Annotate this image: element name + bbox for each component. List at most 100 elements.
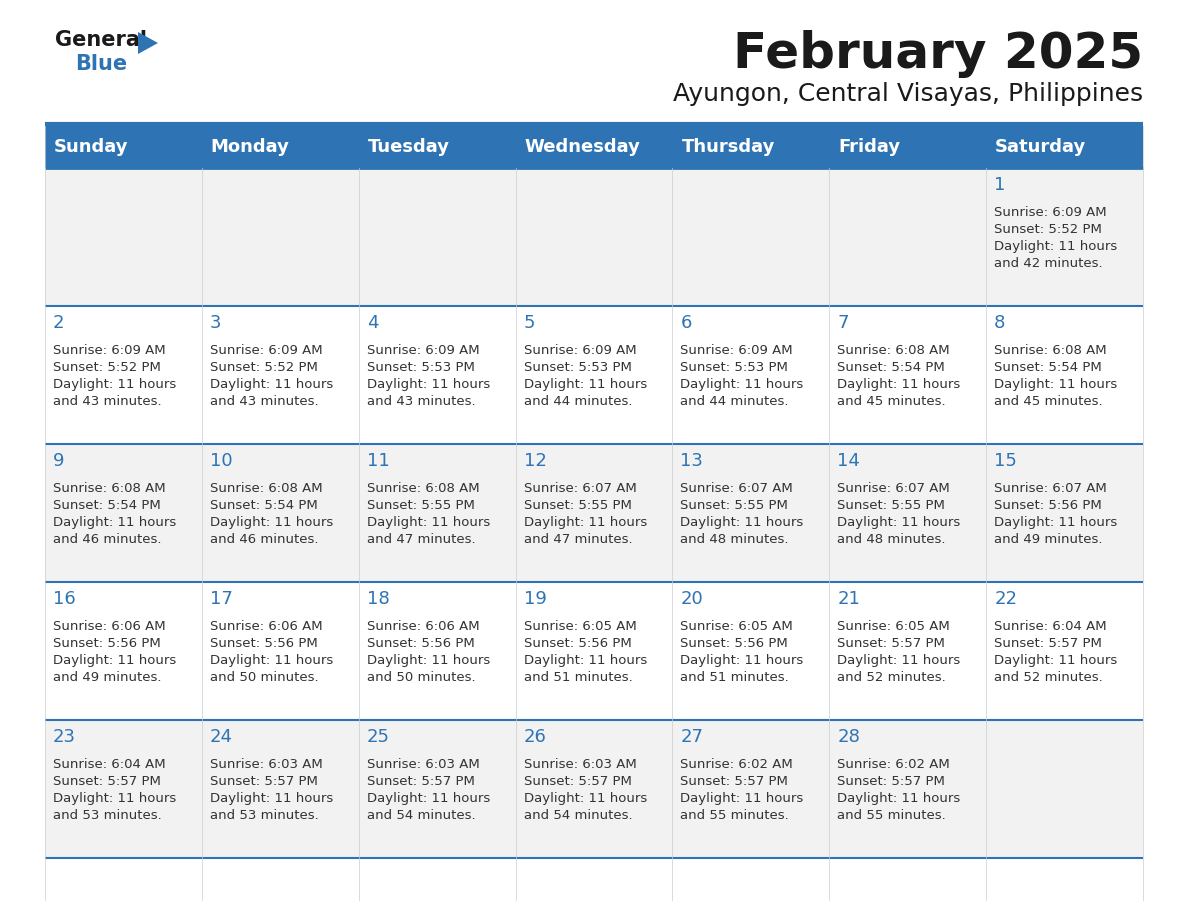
Bar — [202, 126, 359, 168]
Text: Sunrise: 6:03 AM: Sunrise: 6:03 AM — [367, 758, 480, 771]
Bar — [359, 306, 516, 444]
Text: Thursday: Thursday — [682, 138, 775, 156]
Text: and 53 minutes.: and 53 minutes. — [210, 809, 318, 822]
Text: Daylight: 11 hours: Daylight: 11 hours — [838, 654, 961, 667]
Text: Daylight: 11 hours: Daylight: 11 hours — [524, 792, 646, 805]
Text: 10: 10 — [210, 452, 233, 470]
Text: 24: 24 — [210, 728, 233, 746]
Text: Sunrise: 6:09 AM: Sunrise: 6:09 AM — [994, 206, 1107, 219]
Bar — [829, 582, 986, 720]
Bar — [359, 444, 516, 582]
Text: Sunset: 5:57 PM: Sunset: 5:57 PM — [367, 775, 474, 788]
Text: Sunrise: 6:08 AM: Sunrise: 6:08 AM — [367, 482, 479, 495]
Text: Sunset: 5:57 PM: Sunset: 5:57 PM — [210, 775, 317, 788]
Text: Daylight: 11 hours: Daylight: 11 hours — [838, 378, 961, 391]
Text: 1: 1 — [994, 176, 1005, 194]
Text: Blue: Blue — [75, 54, 127, 74]
Text: 21: 21 — [838, 590, 860, 608]
Bar — [45, 582, 202, 720]
Text: 22: 22 — [994, 590, 1017, 608]
Text: Daylight: 11 hours: Daylight: 11 hours — [994, 378, 1118, 391]
Text: Saturday: Saturday — [996, 138, 1086, 156]
Bar — [672, 720, 829, 858]
Text: Daylight: 11 hours: Daylight: 11 hours — [994, 516, 1118, 529]
Bar — [45, 168, 202, 306]
Text: and 43 minutes.: and 43 minutes. — [53, 395, 162, 408]
Text: Sunrise: 6:07 AM: Sunrise: 6:07 AM — [994, 482, 1107, 495]
Bar — [516, 306, 672, 444]
Text: Sunset: 5:55 PM: Sunset: 5:55 PM — [838, 499, 946, 512]
Text: Daylight: 11 hours: Daylight: 11 hours — [367, 654, 489, 667]
Text: 3: 3 — [210, 314, 221, 332]
Text: Sunset: 5:53 PM: Sunset: 5:53 PM — [367, 361, 474, 374]
Bar — [516, 126, 672, 168]
Bar — [359, 168, 516, 306]
Bar — [986, 306, 1143, 444]
Bar — [986, 126, 1143, 168]
Bar — [986, 720, 1143, 858]
Bar — [986, 168, 1143, 306]
Bar — [829, 168, 986, 306]
Text: and 47 minutes.: and 47 minutes. — [524, 533, 632, 546]
Text: Sunrise: 6:08 AM: Sunrise: 6:08 AM — [53, 482, 165, 495]
Text: Sunset: 5:57 PM: Sunset: 5:57 PM — [838, 775, 946, 788]
Text: and 49 minutes.: and 49 minutes. — [53, 671, 162, 684]
Bar — [45, 306, 202, 444]
Text: and 42 minutes.: and 42 minutes. — [994, 257, 1102, 270]
Text: 23: 23 — [53, 728, 76, 746]
Text: Daylight: 11 hours: Daylight: 11 hours — [367, 792, 489, 805]
Bar — [672, 126, 829, 168]
Bar — [672, 168, 829, 306]
Bar — [516, 582, 672, 720]
Bar — [672, 306, 829, 444]
Text: Daylight: 11 hours: Daylight: 11 hours — [681, 792, 803, 805]
Text: Sunrise: 6:09 AM: Sunrise: 6:09 AM — [210, 344, 322, 357]
Text: and 49 minutes.: and 49 minutes. — [994, 533, 1102, 546]
Bar — [45, 720, 202, 858]
Text: Sunset: 5:56 PM: Sunset: 5:56 PM — [53, 637, 160, 650]
Text: and 48 minutes.: and 48 minutes. — [838, 533, 946, 546]
Bar — [202, 306, 359, 444]
Text: 6: 6 — [681, 314, 691, 332]
Text: Daylight: 11 hours: Daylight: 11 hours — [53, 516, 176, 529]
Text: Sunset: 5:54 PM: Sunset: 5:54 PM — [838, 361, 944, 374]
Text: February 2025: February 2025 — [733, 30, 1143, 78]
Text: Sunrise: 6:08 AM: Sunrise: 6:08 AM — [994, 344, 1107, 357]
Text: Sunrise: 6:03 AM: Sunrise: 6:03 AM — [524, 758, 637, 771]
Text: and 44 minutes.: and 44 minutes. — [524, 395, 632, 408]
Text: Wednesday: Wednesday — [525, 138, 640, 156]
Text: and 45 minutes.: and 45 minutes. — [838, 395, 946, 408]
Text: Daylight: 11 hours: Daylight: 11 hours — [524, 378, 646, 391]
Text: and 46 minutes.: and 46 minutes. — [53, 533, 162, 546]
Text: Sunday: Sunday — [53, 138, 128, 156]
Text: 14: 14 — [838, 452, 860, 470]
Bar — [672, 444, 829, 582]
Text: Sunrise: 6:09 AM: Sunrise: 6:09 AM — [53, 344, 165, 357]
Text: Sunset: 5:55 PM: Sunset: 5:55 PM — [367, 499, 474, 512]
Text: Daylight: 11 hours: Daylight: 11 hours — [53, 792, 176, 805]
Text: Daylight: 11 hours: Daylight: 11 hours — [524, 654, 646, 667]
Bar — [829, 444, 986, 582]
Text: 15: 15 — [994, 452, 1017, 470]
Text: Sunrise: 6:05 AM: Sunrise: 6:05 AM — [524, 620, 637, 633]
Text: Sunrise: 6:09 AM: Sunrise: 6:09 AM — [681, 344, 794, 357]
Text: Daylight: 11 hours: Daylight: 11 hours — [367, 378, 489, 391]
Text: Sunrise: 6:08 AM: Sunrise: 6:08 AM — [838, 344, 950, 357]
Text: Sunset: 5:53 PM: Sunset: 5:53 PM — [524, 361, 632, 374]
Polygon shape — [138, 32, 158, 54]
Text: and 43 minutes.: and 43 minutes. — [367, 395, 475, 408]
Text: Sunrise: 6:09 AM: Sunrise: 6:09 AM — [524, 344, 637, 357]
Text: Daylight: 11 hours: Daylight: 11 hours — [53, 654, 176, 667]
Text: Daylight: 11 hours: Daylight: 11 hours — [367, 516, 489, 529]
Bar — [516, 444, 672, 582]
Text: Sunset: 5:52 PM: Sunset: 5:52 PM — [994, 223, 1102, 236]
Text: Daylight: 11 hours: Daylight: 11 hours — [53, 378, 176, 391]
Text: Sunset: 5:56 PM: Sunset: 5:56 PM — [367, 637, 474, 650]
Text: 7: 7 — [838, 314, 848, 332]
Text: Sunset: 5:56 PM: Sunset: 5:56 PM — [994, 499, 1102, 512]
Text: Sunrise: 6:04 AM: Sunrise: 6:04 AM — [53, 758, 165, 771]
Text: General: General — [55, 30, 147, 50]
Text: Sunset: 5:54 PM: Sunset: 5:54 PM — [994, 361, 1102, 374]
Text: and 51 minutes.: and 51 minutes. — [681, 671, 789, 684]
Text: Sunrise: 6:06 AM: Sunrise: 6:06 AM — [210, 620, 322, 633]
